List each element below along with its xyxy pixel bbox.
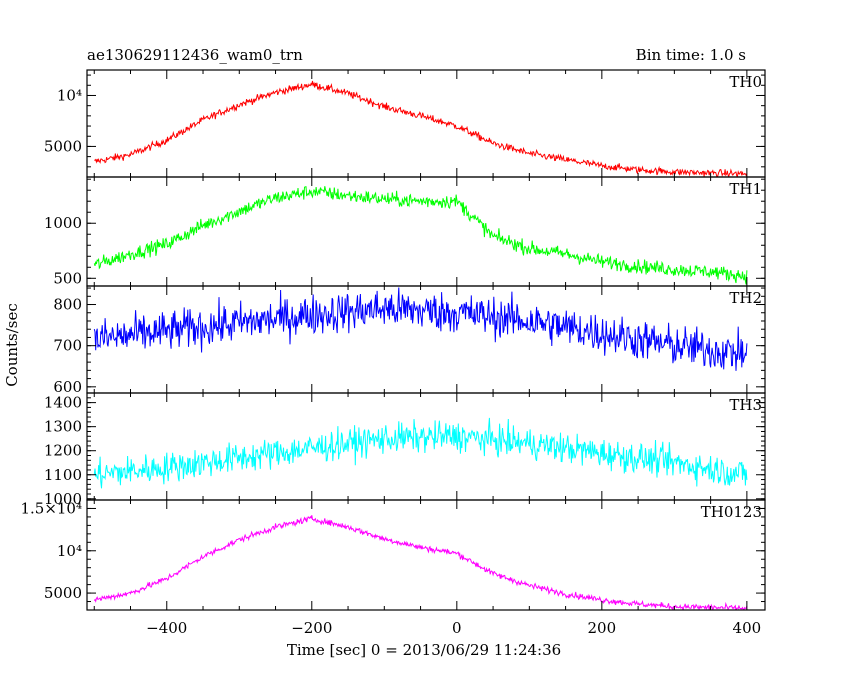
y-tick-label: 800	[53, 296, 82, 314]
panel-label: TH2	[729, 289, 762, 307]
y-tick-label: 1000	[44, 214, 82, 232]
y-tick-label: 700	[53, 337, 82, 355]
y-tick-label: 1200	[44, 442, 82, 460]
panel-th0123: 5000 10⁴ 1.5×10⁴ TH0123	[20, 499, 766, 611]
y-tick-label: 10⁴	[57, 542, 82, 560]
y-tick-label: 10⁴	[57, 86, 82, 104]
y-tick-label: 1400	[44, 394, 82, 412]
panel-frame	[86, 69, 766, 178]
y-tick-label: 1.5×10⁴	[20, 499, 82, 517]
series-line-th0	[94, 80, 748, 177]
panel-label: TH0123	[701, 503, 762, 521]
panel-th3: 1000 1100 1200 1300 1400 TH3	[44, 392, 766, 508]
series-line-th3	[93, 417, 748, 489]
panels: 5000 10⁴ TH0 500 1000 TH1 600 700 800 TH2 1000 1100…	[20, 69, 766, 611]
x-tick-label: 400	[733, 619, 762, 637]
x-axis-label: Time [sec] 0 = 2013/06/29 11:24:36	[287, 641, 561, 659]
y-tick-label: 5000	[44, 137, 82, 155]
y-tick-label: 1300	[44, 418, 82, 436]
chart-title: ae130629112436_wam0_trn	[87, 46, 303, 64]
panel-label: TH0	[729, 73, 762, 91]
x-tick-label: −200	[291, 619, 332, 637]
panel-label: TH3	[729, 396, 762, 414]
panel-th2: 600 700 800 TH2	[53, 285, 766, 396]
x-tick-label: 200	[588, 619, 617, 637]
y-tick-label: 1000	[44, 490, 82, 508]
y-tick-label: 5000	[44, 584, 82, 602]
panel-frame	[86, 499, 766, 611]
x-tick-label: −400	[146, 619, 187, 637]
x-tick-label: 0	[452, 619, 462, 637]
y-axis-label: Counts/sec	[3, 303, 21, 387]
panel-th1: 500 1000 TH1	[44, 176, 766, 287]
bin-time-label: Bin time: 1.0 s	[636, 46, 746, 64]
panel-th0: 5000 10⁴ TH0	[44, 69, 766, 178]
series-line-th1	[93, 186, 748, 285]
x-axis: −400 −200 0 200 400	[146, 619, 761, 637]
series-line-th0123	[93, 515, 748, 610]
y-tick-label: 600	[53, 378, 82, 396]
series-line-th2	[93, 287, 748, 371]
y-tick-label: 500	[53, 269, 82, 287]
y-tick-label: 1100	[44, 466, 82, 484]
panel-label: TH1	[729, 180, 762, 198]
